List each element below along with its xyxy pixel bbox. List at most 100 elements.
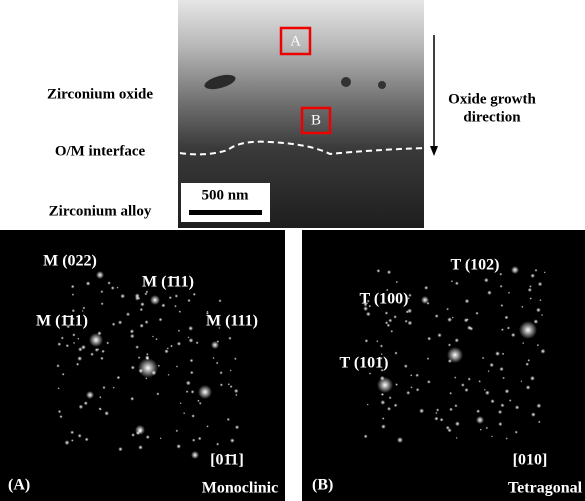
- spot: [476, 416, 484, 424]
- spot: [228, 383, 230, 385]
- spot: [502, 377, 505, 380]
- spot: [408, 294, 411, 297]
- defect: [341, 77, 351, 87]
- spot: [235, 394, 237, 396]
- spot: [84, 401, 88, 405]
- spot: [130, 329, 134, 333]
- spot: [419, 408, 424, 413]
- spot: [152, 335, 154, 337]
- spot: [538, 421, 541, 424]
- spot: [77, 356, 82, 361]
- spot: [191, 390, 195, 394]
- spot: [499, 367, 503, 371]
- spot: [135, 293, 140, 298]
- spot: [219, 371, 222, 374]
- spot: [540, 349, 545, 354]
- spot: [529, 297, 532, 300]
- spot: [131, 433, 135, 437]
- spot-label: M (022): [43, 253, 97, 270]
- spot: [158, 365, 161, 368]
- spot: [234, 357, 237, 360]
- spot: [120, 294, 125, 299]
- spot: [520, 380, 522, 382]
- spot: [484, 278, 489, 283]
- spot: [455, 338, 459, 342]
- spot: [178, 329, 181, 332]
- spot: [498, 410, 502, 414]
- spot: [150, 295, 160, 305]
- zone-axis: [01̄1]: [210, 452, 244, 469]
- spot: [380, 400, 385, 405]
- spot: [81, 345, 86, 350]
- spot: [449, 392, 452, 395]
- spot: [504, 315, 508, 319]
- spot: [506, 437, 508, 439]
- spot: [174, 305, 177, 308]
- spot: [482, 357, 485, 360]
- spot: [397, 437, 403, 443]
- spot: [227, 418, 230, 421]
- spot: [156, 392, 159, 395]
- spot: [116, 287, 118, 289]
- spot: [193, 293, 196, 296]
- spot: [102, 386, 105, 389]
- spot: [435, 412, 437, 414]
- phase-label: Tetragonal: [508, 480, 583, 497]
- spot: [230, 369, 232, 371]
- spot: [394, 351, 397, 354]
- spot: [100, 290, 103, 293]
- spot: [448, 359, 452, 363]
- spot: [448, 343, 451, 346]
- spot: [198, 385, 212, 399]
- spot: [189, 338, 194, 343]
- spot: [377, 269, 381, 273]
- spot: [138, 368, 143, 373]
- spot: [434, 417, 438, 421]
- spot: [196, 341, 199, 344]
- spot: [216, 362, 219, 365]
- spot: [130, 397, 134, 401]
- spot: [385, 321, 388, 324]
- spot: [111, 286, 115, 290]
- spot: [461, 383, 465, 387]
- box-label: B: [311, 112, 321, 128]
- spot: [177, 342, 181, 346]
- spot: [82, 310, 84, 312]
- spot: [507, 326, 510, 329]
- spot: [427, 337, 431, 341]
- spot: [112, 322, 116, 326]
- spot: [66, 344, 69, 347]
- spot: [511, 333, 515, 337]
- spot: [130, 334, 134, 338]
- spot: [499, 273, 502, 276]
- spot: [234, 389, 238, 393]
- spot: [212, 357, 214, 359]
- spot: [436, 408, 439, 411]
- spot: [509, 399, 512, 402]
- spot: [179, 310, 182, 313]
- spot: [97, 331, 101, 335]
- spot: [381, 424, 386, 429]
- spot: [515, 405, 519, 409]
- spot: [424, 286, 428, 290]
- spot: [544, 271, 546, 273]
- spot: [146, 357, 150, 361]
- spot: [57, 342, 61, 346]
- spot: [515, 431, 518, 434]
- spot: [390, 330, 393, 333]
- spot: [59, 415, 62, 418]
- spot: [198, 437, 202, 441]
- spot-label: M (111): [206, 313, 258, 330]
- spot: [410, 386, 412, 388]
- spot: [456, 437, 458, 439]
- spot: [535, 269, 538, 272]
- spot: [126, 312, 130, 316]
- spot: [220, 383, 223, 386]
- spot: [455, 281, 459, 285]
- spot: [86, 391, 94, 399]
- spot: [541, 314, 543, 316]
- spot: [191, 451, 199, 459]
- spot: [206, 425, 208, 427]
- spot: [505, 389, 510, 394]
- layer-label: O/M interface: [55, 143, 146, 159]
